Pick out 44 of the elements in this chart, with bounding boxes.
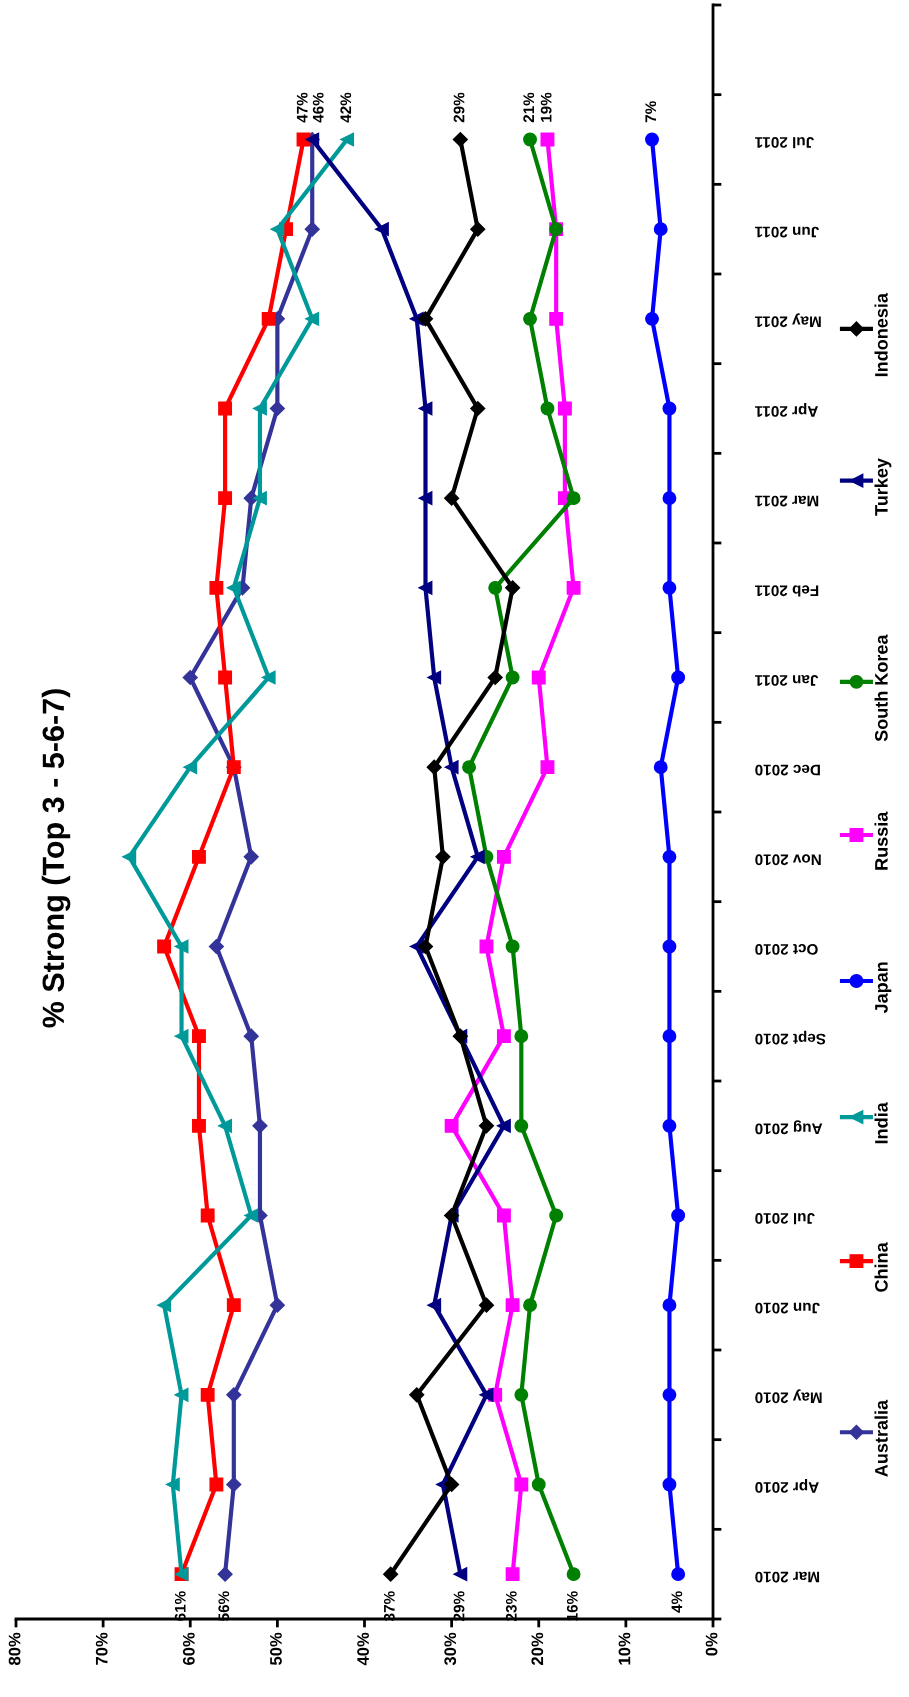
data-label: 42% bbox=[340, 92, 352, 123]
data-label: 29% bbox=[453, 92, 465, 123]
x-tick-label: 0% bbox=[705, 1632, 718, 1656]
x-tick-label: 20% bbox=[531, 1632, 544, 1665]
text: % Strong (Top 3 - 5-6-7) bbox=[41, 689, 71, 1028]
y-tick-label: Oct 2010 bbox=[755, 943, 818, 955]
legend-label: Australia bbox=[874, 1399, 888, 1477]
y-tick-label: Apr 2010 bbox=[755, 1478, 819, 1493]
y-tick-label: Jan 2011 bbox=[755, 674, 819, 686]
data-label: 46% bbox=[312, 92, 324, 123]
legend-label: Turkey bbox=[874, 458, 892, 516]
y-tick-label: Apr 2011 bbox=[755, 402, 818, 417]
x-tick-label: 10% bbox=[618, 1632, 631, 1665]
y-tick-label: May 2011 bbox=[755, 313, 821, 328]
x-tick-label: 60% bbox=[182, 1632, 195, 1665]
data-label: 4% bbox=[671, 1591, 683, 1613]
y-tick-label: Nov 2010 bbox=[755, 854, 821, 866]
legend-label: Japan bbox=[875, 962, 892, 1014]
y-tick-label: Jul 2010 bbox=[755, 1212, 815, 1225]
y-tick-label: May 2010 bbox=[755, 1389, 822, 1404]
y-tick-label: Dec 2010 bbox=[755, 764, 820, 776]
legend-label: India bbox=[874, 1102, 888, 1144]
data-label: 47% bbox=[296, 92, 308, 123]
y-tick-label: Feb 2011 bbox=[755, 585, 819, 597]
x-tick-label: 80% bbox=[8, 1632, 21, 1666]
legend-label: South Korea bbox=[874, 634, 888, 742]
y-tick-label: Aug 2010 bbox=[755, 1120, 823, 1135]
legend-label: Russia bbox=[874, 811, 888, 870]
legend-label: Indonesia bbox=[874, 292, 888, 377]
x-tick-label: 50% bbox=[270, 1632, 282, 1666]
x-tick-label: 70% bbox=[95, 1632, 108, 1665]
data-label: 16% bbox=[566, 1591, 578, 1621]
data-label: 21% bbox=[523, 92, 535, 123]
x-tick-label: 40% bbox=[357, 1632, 369, 1666]
data-label: 19% bbox=[540, 92, 552, 122]
y-tick-label: Mar 2011 bbox=[755, 495, 819, 507]
y-tick-label: Jun 2011 bbox=[755, 226, 819, 238]
data-label: 7% bbox=[645, 101, 657, 123]
y-tick-label: Jun 2010 bbox=[755, 1302, 820, 1314]
y-tick-label: Sept 2010 bbox=[755, 1030, 826, 1045]
x-tick-label: 30% bbox=[444, 1632, 457, 1666]
legend-label: China bbox=[874, 1242, 888, 1292]
y-tick-label: Jul 2011 bbox=[755, 136, 814, 149]
y-tick-label: Mar 2010 bbox=[755, 1571, 820, 1583]
